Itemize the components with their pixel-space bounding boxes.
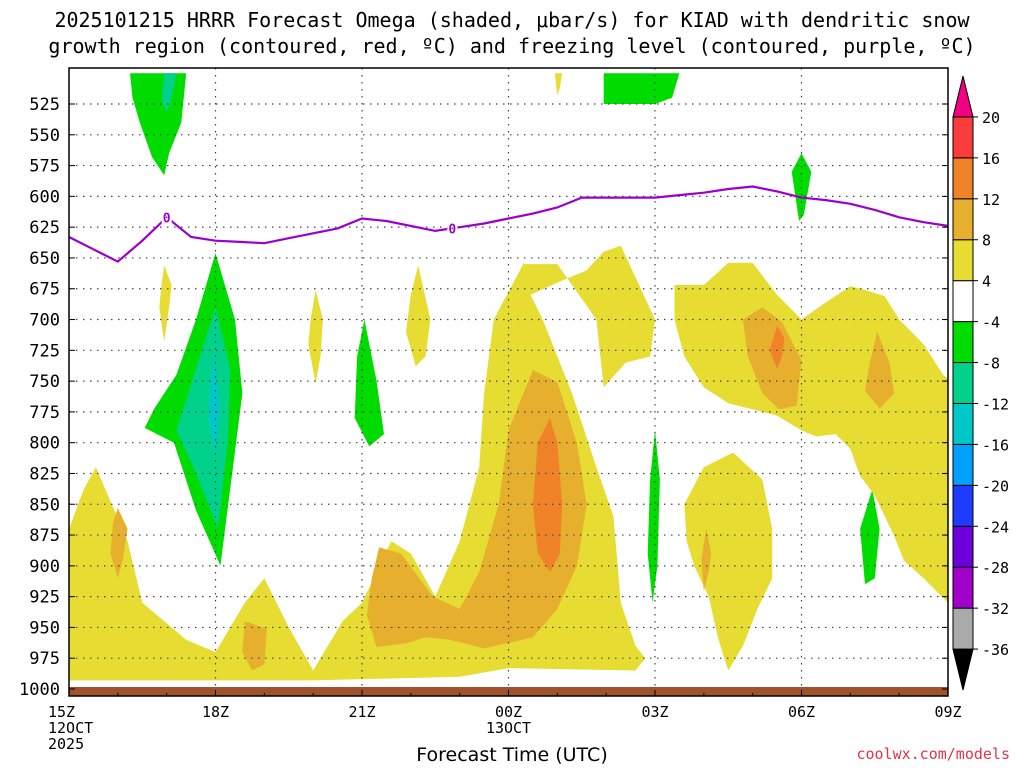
colorbar-label-9: 4 — [982, 273, 991, 291]
omega-region-14 — [159, 265, 172, 342]
y-tick-label-975: 975 — [29, 649, 60, 669]
y-tick-label-725: 725 — [29, 341, 60, 361]
omega-region-21 — [742, 307, 802, 410]
colorbar-label-6: -12 — [982, 395, 1009, 413]
omega-region-8 — [354, 319, 384, 447]
omega-region-20 — [532, 418, 563, 572]
x-tick-label-2-0: 21Z — [348, 703, 375, 721]
x-tick-label-3-0: 00Z — [495, 703, 522, 721]
colorbar-label-8: -4 — [982, 314, 1000, 332]
colorbar-box-5 — [952, 443, 974, 486]
omega-region-13 — [684, 452, 773, 671]
y-tick-label-875: 875 — [29, 526, 60, 546]
colorbar-label-0: -36 — [982, 641, 1009, 659]
omega-region-15 — [308, 290, 323, 384]
y-tick-label-625: 625 — [29, 218, 60, 238]
freezing-level-label-1: 0 — [448, 222, 456, 237]
colorbar-arrow-high — [952, 75, 974, 118]
y-tick-label-600: 600 — [29, 187, 60, 207]
y-tick-label-1000: 1000 — [19, 680, 60, 700]
y-tick-label-525: 525 — [29, 95, 60, 115]
y-tick-label-675: 675 — [29, 280, 60, 300]
colorbar-label-4: -20 — [982, 477, 1009, 495]
colorbar: -36 -32 -28 -24 -20 -16 -12 -8 -4 4 8 12 16 20 — [952, 75, 1009, 691]
y-tick-label-700: 700 — [29, 311, 60, 331]
y-tick-label-825: 825 — [29, 464, 60, 484]
chart-title-line-2: growth region (contoured, red, ºC) and f… — [48, 34, 976, 58]
colorbar-label-7: -8 — [982, 355, 1000, 373]
colorbar-box-3 — [952, 525, 974, 568]
colorbar-box-12 — [952, 157, 974, 200]
source-credit[interactable]: coolwx.com/models — [856, 745, 1010, 763]
x-tick-label-3-1: 13OCT — [486, 719, 531, 737]
colorbar-box-4 — [952, 484, 974, 527]
y-tick-label-850: 850 — [29, 495, 60, 515]
omega-region-22 — [769, 325, 785, 369]
colorbar-label-1: -32 — [982, 600, 1009, 618]
colorbar-label-11: 12 — [982, 191, 1000, 209]
colorbar-arrow-low — [952, 648, 974, 691]
y-tick-label-750: 750 — [29, 372, 60, 392]
freezing-level-contour: 00 — [69, 185, 948, 263]
y-tick-label-575: 575 — [29, 157, 60, 177]
colorbar-box-11 — [952, 198, 974, 241]
colorbar-box-13 — [952, 116, 974, 159]
freezing-label-bg-1 — [447, 220, 458, 236]
omega-region-23 — [865, 331, 895, 409]
y-tick-label-550: 550 — [29, 126, 60, 146]
chart-title-line-1: 2025101215 HRRR Forecast Omega (shaded, … — [54, 8, 970, 32]
colorbar-box-2 — [952, 566, 974, 609]
omega-region-10 — [860, 489, 880, 585]
colorbar-box-7 — [952, 362, 974, 404]
x-tick-label-4-0: 03Z — [641, 703, 668, 721]
x-tick-label-1-0: 18Z — [202, 703, 229, 721]
omega-region-24 — [701, 528, 712, 591]
colorbar-box-1 — [952, 607, 974, 650]
omega-shading — [69, 73, 948, 696]
freezing-level-line — [69, 185, 948, 263]
omega-region-0 — [130, 73, 187, 176]
omega-region-16 — [406, 265, 431, 367]
x-tick-label-5-0: 06Z — [788, 703, 815, 721]
y-tick-label-775: 775 — [29, 403, 60, 423]
colorbar-label-13: 20 — [982, 109, 1000, 127]
omega-region-19 — [366, 370, 587, 649]
colorbar-label-12: 16 — [982, 150, 1000, 168]
colorbar-box-6 — [952, 402, 974, 445]
colorbar-label-10: 8 — [982, 232, 991, 250]
x-tick-label-0-1: 12OCT — [48, 719, 93, 737]
x-tick-label-6-0: 09Z — [934, 703, 961, 721]
colorbar-box-8 — [952, 321, 974, 364]
x-tick-label-0-0: 15Z — [48, 703, 75, 721]
omega-region-9 — [647, 430, 660, 603]
omega-region-18 — [242, 621, 267, 671]
axes: 525 550 575 600 625 650 675 700 725 750 775 800 825 8… — [19, 95, 962, 753]
colorbar-label-5: -16 — [982, 436, 1009, 454]
colorbar-label-2: -28 — [982, 559, 1009, 577]
y-tick-label-900: 900 — [29, 557, 60, 577]
y-tick-label-925: 925 — [29, 588, 60, 608]
omega-region-17 — [110, 508, 128, 579]
omega-region-7 — [208, 356, 221, 455]
x-tick-label-0-2: 2025 — [48, 735, 84, 753]
x-axis-title: Forecast Time (UTC) — [416, 744, 608, 766]
freezing-level-label-0: 0 — [163, 211, 171, 226]
colorbar-label-3: -24 — [982, 518, 1009, 536]
y-tick-label-950: 950 — [29, 618, 60, 638]
colorbar-box-10 — [952, 239, 974, 282]
omega-region-2 — [554, 73, 563, 96]
freezing-label-bg-0 — [161, 209, 172, 225]
omega-region-1 — [161, 73, 177, 113]
omega-region-3 — [603, 73, 680, 104]
colorbar-box-9 — [952, 280, 974, 323]
y-tick-label-800: 800 — [29, 434, 60, 454]
y-tick-label-650: 650 — [29, 249, 60, 269]
